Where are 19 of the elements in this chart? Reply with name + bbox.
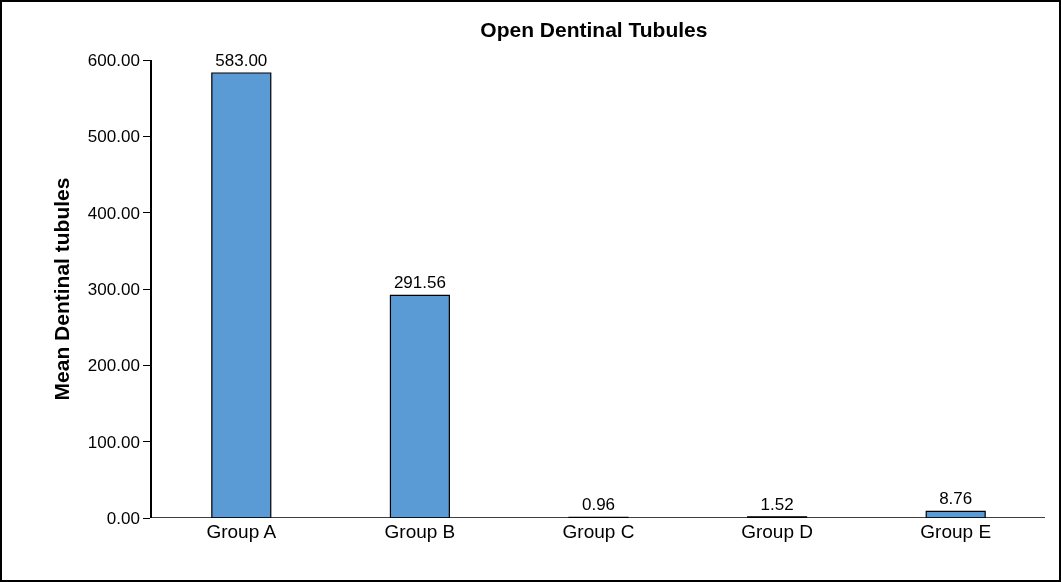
y-tick-label: 0.00 — [106, 508, 140, 528]
data-label: 0.96 — [581, 495, 616, 515]
data-label: 1.52 — [760, 494, 794, 514]
y-tick-label: 500.00 — [87, 127, 140, 147]
x-tick-label: Group D — [741, 521, 814, 542]
data-label: 8.76 — [939, 489, 973, 509]
y-tick-label: 200.00 — [87, 356, 140, 376]
data-label: 583.00 — [215, 50, 268, 70]
y-axis-title: Mean Dentinal tubules — [50, 177, 74, 401]
x-tick-label: Group C — [562, 521, 635, 542]
data-label: 291.56 — [393, 273, 446, 293]
x-tick-label: Group B — [384, 521, 456, 542]
y-tick-label: 100.00 — [87, 432, 140, 452]
y-tick-label: 400.00 — [87, 203, 140, 223]
x-tick-label: Group A — [206, 521, 277, 542]
y-tick-label: 300.00 — [87, 279, 140, 299]
y-tick-label: 600.00 — [87, 50, 140, 70]
x-tick-label: Group E — [920, 521, 992, 542]
chart-title: Open Dentinal Tubules — [480, 17, 708, 41]
